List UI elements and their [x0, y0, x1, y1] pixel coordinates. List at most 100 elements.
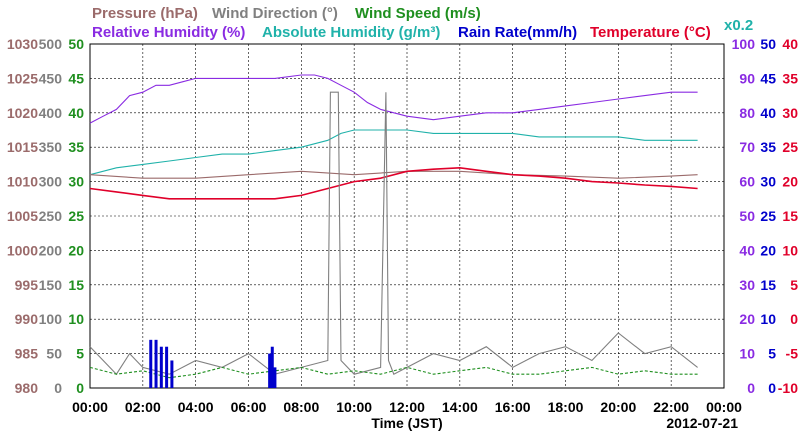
y-tick-rh: 60	[739, 174, 755, 190]
y-tick-wind_speed: 0	[76, 380, 84, 396]
legend-wind-direction: Wind Direction (°)	[212, 5, 338, 22]
x-tick-label: 08:00	[283, 399, 319, 415]
x-tick-label: 22:00	[653, 399, 689, 415]
y-tick-rh: 30	[739, 277, 755, 293]
series-line-wind_dir	[89, 91, 698, 376]
legend-pressure: Pressure (hPa)	[92, 5, 198, 22]
legend-absolute-humidity: Absolute Humidity (g/m³)	[262, 24, 440, 41]
y-tick-rh: 10	[739, 346, 755, 362]
y-tick-rain: 20	[760, 242, 776, 258]
y-tick-wind_dir: 400	[39, 105, 63, 121]
legend-temperature: Temperature (°C)	[590, 24, 711, 41]
y-tick-rain: 35	[760, 139, 776, 155]
y-tick-rain: 10	[760, 311, 776, 327]
y-tick-rh: 40	[739, 242, 755, 258]
plot-frame	[89, 43, 725, 389]
date-label: 2012-07-21	[666, 415, 738, 431]
y-tick-temp: -5	[786, 346, 799, 362]
y-tick-wind_speed: 15	[68, 277, 84, 293]
y-tick-wind_speed: 30	[68, 174, 84, 190]
y-tick-rain: 30	[760, 174, 776, 190]
y-tick-pressure: 980	[15, 380, 39, 396]
y-tick-rain: 15	[760, 277, 776, 293]
y-tick-wind_speed: 25	[68, 208, 84, 224]
series-layer	[89, 74, 698, 388]
legend-wind-speed: Wind Speed (m/s)	[355, 5, 481, 22]
y-tick-rh: 90	[739, 70, 755, 86]
y-tick-wind_dir: 0	[54, 380, 62, 396]
rain-bar	[268, 353, 272, 388]
y-tick-pressure: 1030	[7, 36, 38, 52]
y-tick-temp: 40	[782, 36, 798, 52]
y-tick-pressure: 1015	[7, 139, 38, 155]
y-tick-wind_speed: 20	[68, 242, 84, 258]
y-tick-pressure: 1010	[7, 174, 38, 190]
x-tick-label: 20:00	[600, 399, 636, 415]
y-tick-pressure: 990	[15, 311, 39, 327]
y-tick-rh: 50	[739, 208, 755, 224]
y-tick-wind_dir: 350	[39, 139, 63, 155]
y-tick-pressure: 1000	[7, 242, 38, 258]
y-tick-rain: 25	[760, 208, 776, 224]
y-tick-rain: 0	[768, 380, 776, 396]
y-tick-rh: 70	[739, 139, 755, 155]
rain-bar	[270, 346, 274, 388]
x-tick-label: 00:00	[706, 399, 742, 415]
rain-bar	[159, 346, 163, 388]
x-tick-label: 04:00	[178, 399, 214, 415]
y-tick-wind_dir: 300	[39, 174, 63, 190]
y-tick-temp: 30	[782, 105, 798, 121]
y-tick-wind_speed: 35	[68, 139, 84, 155]
rain-bar	[170, 360, 174, 388]
x-tick-label: 18:00	[548, 399, 584, 415]
y-tick-pressure: 1020	[7, 105, 38, 121]
y-tick-pressure: 1005	[7, 208, 38, 224]
y-tick-wind_speed: 5	[76, 346, 84, 362]
x-tick-label: 00:00	[72, 399, 108, 415]
x-tick-label: 16:00	[495, 399, 531, 415]
ah-scale-note: x0.2	[724, 17, 753, 34]
y-tick-wind_speed: 10	[68, 311, 84, 327]
x-tick-label: 06:00	[231, 399, 267, 415]
x-tick-label: 10:00	[336, 399, 372, 415]
y-tick-wind_dir: 50	[46, 346, 62, 362]
y-tick-rh: 20	[739, 311, 755, 327]
rain-bar	[154, 339, 158, 388]
y-tick-rh: 100	[732, 36, 756, 52]
y-tick-pressure: 985	[15, 346, 39, 362]
rain-bar	[165, 346, 169, 388]
series-line-ah	[89, 129, 698, 176]
rain-bar	[273, 367, 277, 388]
series-line-temp	[89, 166, 698, 200]
y-tick-wind_speed: 40	[68, 105, 84, 121]
x-axis-label: Time (JST)	[371, 415, 442, 431]
y-tick-temp: 5	[790, 277, 798, 293]
y-tick-wind_dir: 100	[39, 311, 63, 327]
y-tick-rain: 5	[768, 346, 776, 362]
y-tick-wind_dir: 500	[39, 36, 63, 52]
legend-rain-rate: Rain Rate(mm/h)	[458, 24, 577, 41]
y-tick-wind_dir: 250	[39, 208, 63, 224]
y-tick-pressure: 995	[15, 277, 39, 293]
rain-bar	[149, 339, 153, 388]
x-tick-label: 12:00	[389, 399, 425, 415]
y-tick-pressure: 1025	[7, 70, 38, 86]
series-line-rh	[89, 74, 698, 124]
series-line-wind_speed	[89, 366, 698, 379]
y-tick-rh: 80	[739, 105, 755, 121]
plot-grid	[90, 44, 724, 388]
y-tick-rh: 0	[747, 380, 755, 396]
y-tick-wind_speed: 50	[68, 36, 84, 52]
y-tick-rain: 45	[760, 70, 776, 86]
y-tick-temp: -10	[778, 380, 798, 396]
y-tick-temp: 10	[782, 242, 798, 258]
y-tick-wind_dir: 450	[39, 70, 63, 86]
y-tick-wind_dir: 150	[39, 277, 63, 293]
y-tick-wind_speed: 45	[68, 70, 84, 86]
y-tick-temp: 0	[790, 311, 798, 327]
y-tick-rain: 50	[760, 36, 776, 52]
axes: 1030102510201015101010051000995990985980…	[7, 36, 798, 415]
y-tick-temp: 20	[782, 174, 798, 190]
legend: Pressure (hPa) Wind Direction (°) Wind S…	[92, 5, 753, 41]
